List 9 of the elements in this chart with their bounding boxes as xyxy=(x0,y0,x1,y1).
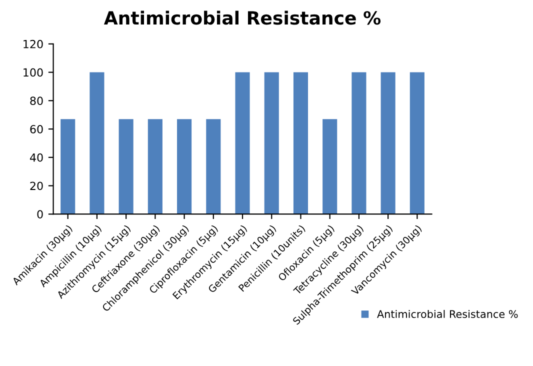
y-tick-label: 20 xyxy=(30,182,43,190)
y-tick-label: 120 xyxy=(24,40,43,48)
y-tick-label: 100 xyxy=(24,68,43,77)
y-tick-label: 0 xyxy=(37,210,43,218)
y-tick-label: 80 xyxy=(30,96,43,106)
legend-label: Antimicrobial Resistance % xyxy=(377,310,518,318)
y-tick-label: 60 xyxy=(30,124,43,134)
y-tick-label: 40 xyxy=(30,153,43,162)
chart-title: Antimicrobial Resistance % xyxy=(104,10,381,25)
